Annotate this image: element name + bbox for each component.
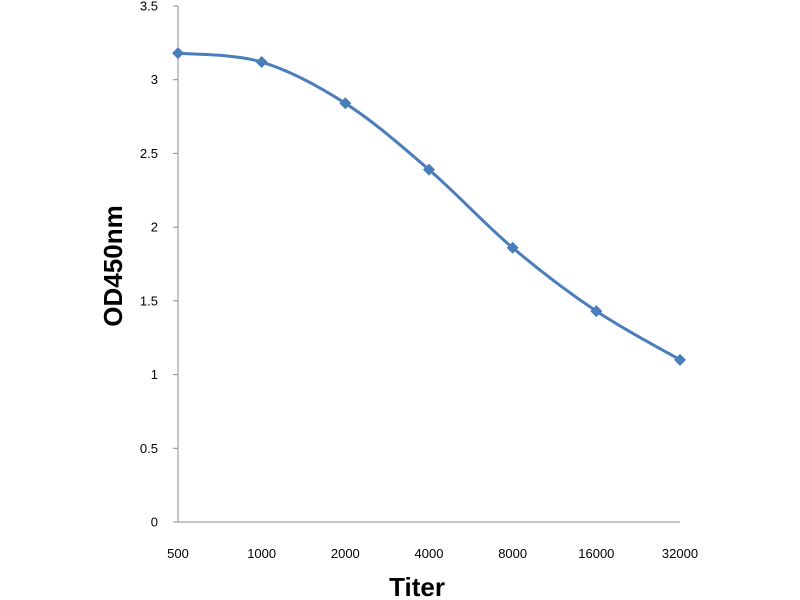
x-tick-label: 1000: [247, 546, 276, 561]
data-point: [674, 353, 686, 366]
axes: [177, 6, 680, 523]
y-axis-title: OD450nm: [98, 205, 128, 326]
x-tick-label: 500: [167, 546, 189, 561]
x-tick-label: 2000: [331, 546, 360, 561]
x-axis-title: Titer: [389, 572, 445, 600]
data-point: [255, 56, 268, 69]
x-tick-label: 8000: [498, 546, 527, 561]
y-tick-label: 2: [151, 220, 158, 235]
data-point: [339, 97, 352, 110]
data-point: [506, 241, 519, 254]
y-axis-ticks: 0 0.5 1 1.5 2 2.5 3 3.5: [140, 0, 178, 530]
x-tick-label: 32000: [662, 546, 698, 561]
x-tick-label: 4000: [415, 546, 444, 561]
data-point: [590, 305, 603, 318]
x-tick-label: 16000: [578, 546, 614, 561]
y-tick-label: 3.5: [140, 0, 158, 14]
data-point: [423, 163, 435, 176]
data-point: [172, 47, 184, 60]
y-tick-label: 0: [151, 515, 158, 530]
y-tick-label: 2.5: [140, 146, 158, 161]
y-tick-label: 3: [151, 72, 158, 87]
data-markers: [172, 47, 686, 366]
y-tick-label: 1: [151, 367, 158, 382]
series-line: [177, 51, 681, 362]
y-tick-label: 0.5: [140, 441, 158, 456]
x-axis-ticks: 500 1000 2000 4000 8000 16000 32000: [167, 546, 698, 561]
y-tick-label: 1.5: [140, 293, 158, 308]
